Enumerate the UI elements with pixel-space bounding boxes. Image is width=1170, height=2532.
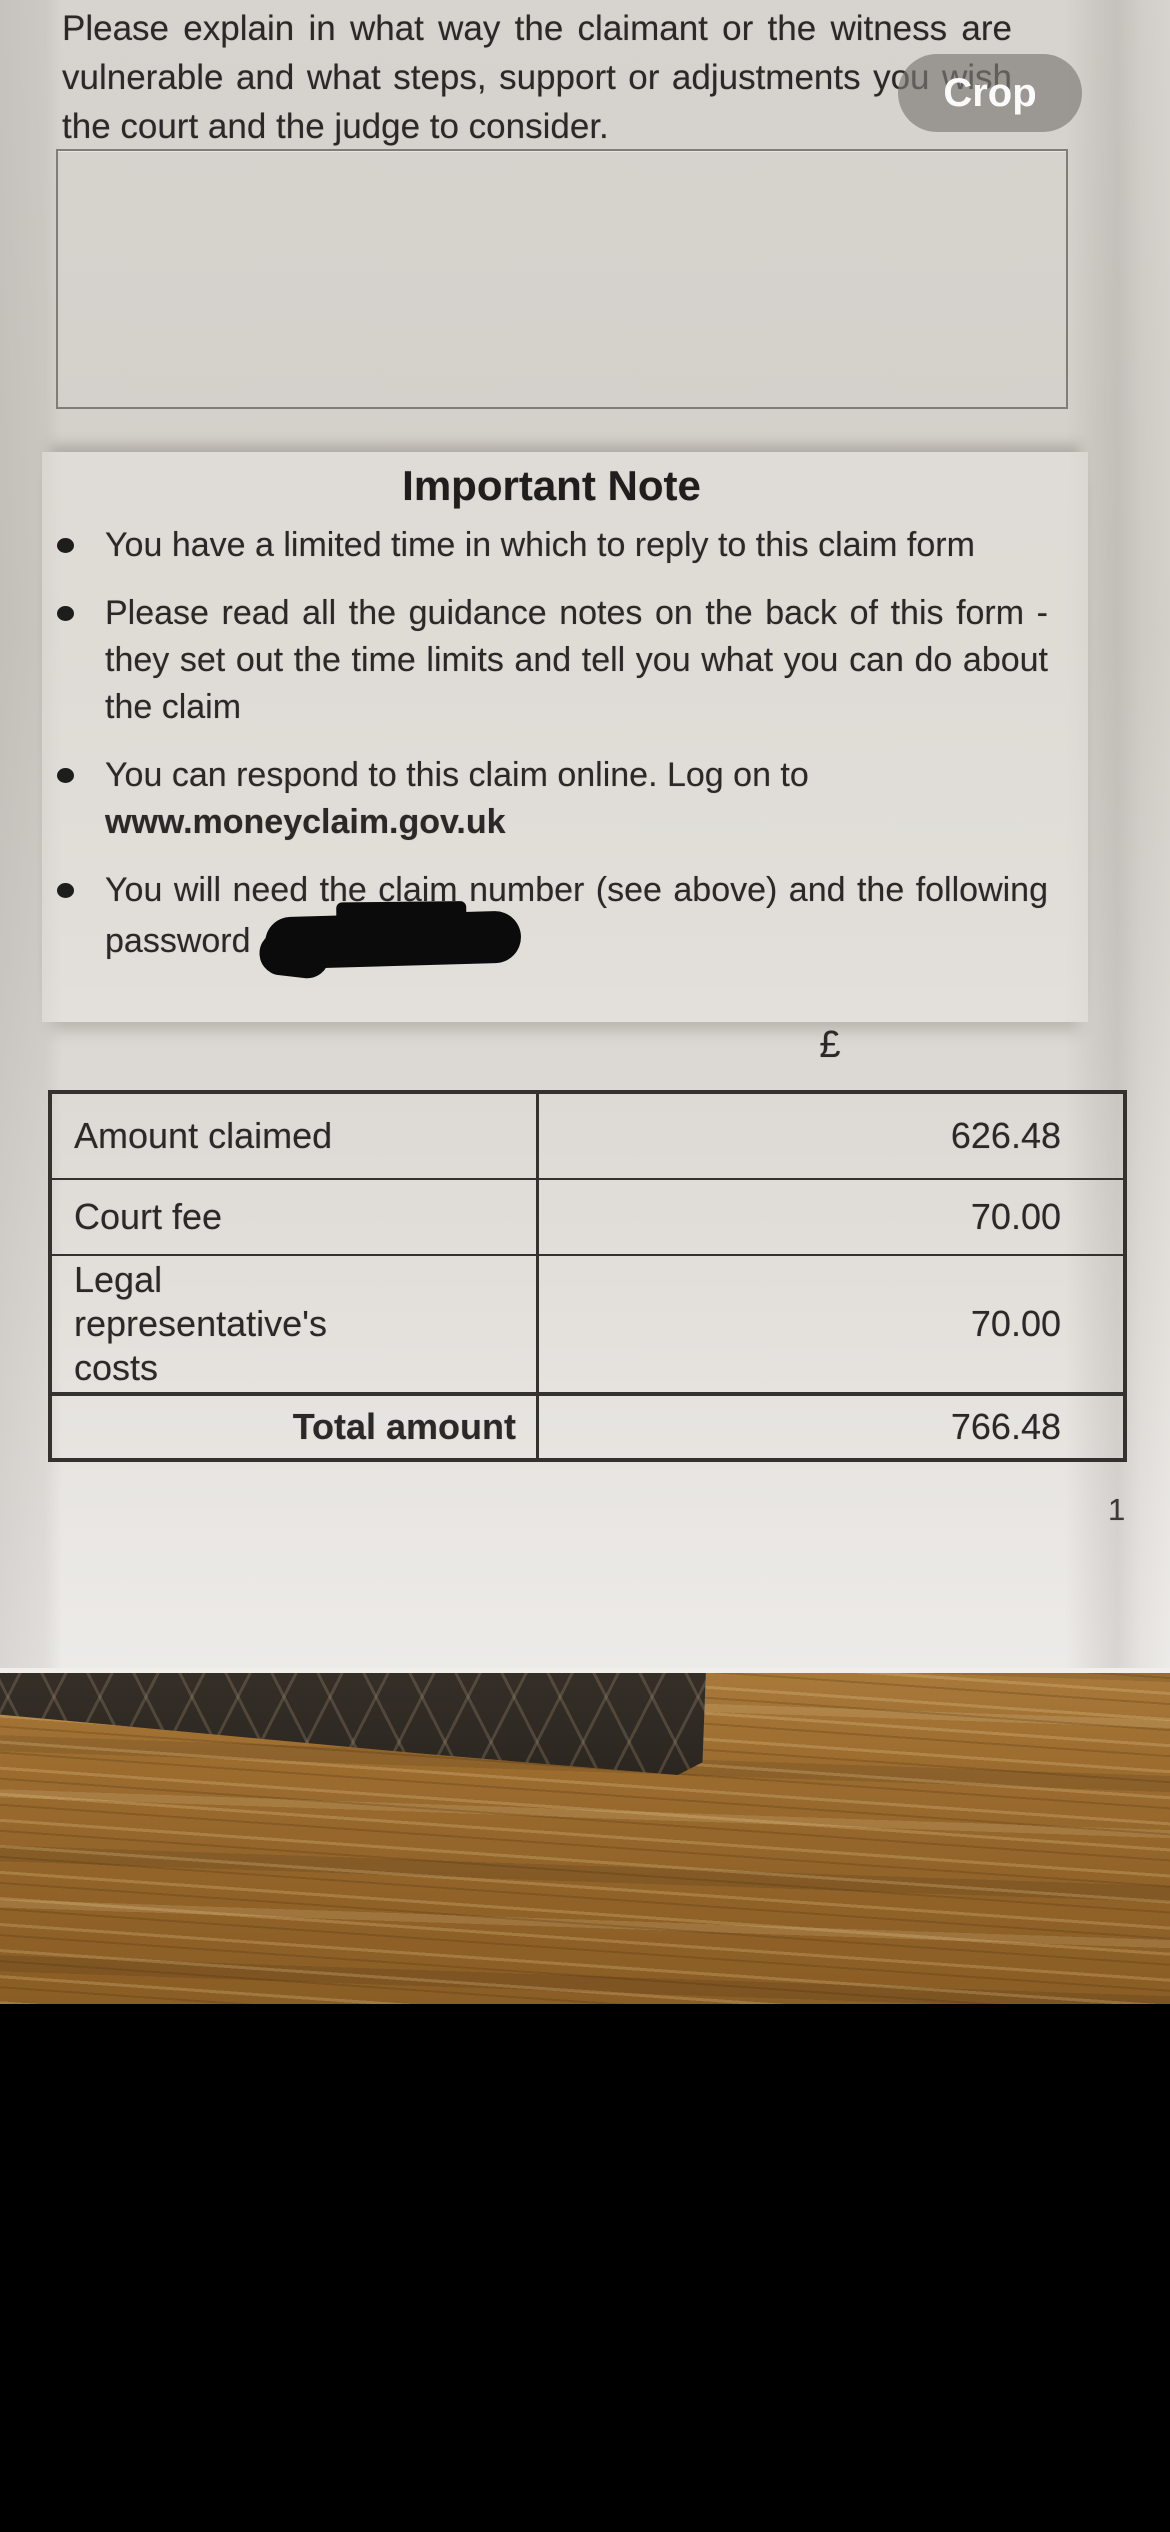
- table-row: Amount claimed 626.48: [52, 1094, 1123, 1178]
- fee-amount-cell: 626.48: [950, 1115, 1061, 1156]
- vulnerability-answer-box: [56, 149, 1068, 409]
- bullet-text: You can respond to this claim online. Lo…: [105, 756, 809, 794]
- fee-label-cell: Amount claimed: [52, 1094, 539, 1178]
- important-note-title: Important Note: [402, 462, 701, 509]
- table-row: Legal representative's costs 70.00: [52, 1254, 1123, 1392]
- bullet-dot-icon: [57, 768, 74, 783]
- moneyclaim-url: www.moneyclaim.gov.uk: [105, 803, 506, 841]
- form-question-text: Please explain in what way the claimant …: [62, 9, 1012, 146]
- bullet-text: You will need the claim number (see abov…: [105, 871, 1048, 960]
- bullet-dot-icon: [57, 883, 74, 898]
- bullet-text: You have a limited time in which to repl…: [105, 526, 975, 564]
- important-note-section: Important Note You have a limited time i…: [42, 452, 1088, 1022]
- fee-label-cell: Legal representative's costs: [52, 1256, 539, 1392]
- bullet-text: Please read all the guidance notes on th…: [105, 594, 1048, 726]
- fees-table: Amount claimed 626.48 Court fee 70.00 Le…: [48, 1090, 1127, 1462]
- note-bullet-item: You will need the claim number (see abov…: [55, 867, 1048, 970]
- fee-label-cell: Court fee: [52, 1180, 539, 1254]
- note-bullet-item: Please read all the guidance notes on th…: [55, 590, 1048, 731]
- table-row: Court fee 70.00: [52, 1178, 1123, 1254]
- bullet-dot-icon: [57, 606, 74, 621]
- page-number: 1: [1108, 1492, 1126, 1527]
- fee-amount-cell: 766.48: [950, 1406, 1061, 1447]
- crop-button[interactable]: Crop: [898, 54, 1082, 132]
- fee-amount-cell: 70.00: [970, 1303, 1061, 1344]
- table-row-total: Total amount 766.48: [52, 1392, 1123, 1458]
- note-bullet-list: You have a limited time in which to repl…: [42, 522, 1088, 970]
- fee-label-cell: Total amount: [52, 1396, 539, 1458]
- note-bullet-item: You have a limited time in which to repl…: [55, 522, 1048, 569]
- document-photo: Please explain in what way the claimant …: [0, 0, 1170, 1673]
- letterbox-bar: [0, 2004, 1170, 2532]
- fee-amount-cell: 70.00: [970, 1196, 1061, 1237]
- fee-label-text: Legal representative's costs: [74, 1259, 328, 1388]
- currency-header: £: [819, 1024, 841, 1066]
- bullet-dot-icon: [57, 538, 74, 553]
- note-bullet-item: You can respond to this claim online. Lo…: [55, 752, 1048, 846]
- password-redaction-mark: [263, 910, 522, 970]
